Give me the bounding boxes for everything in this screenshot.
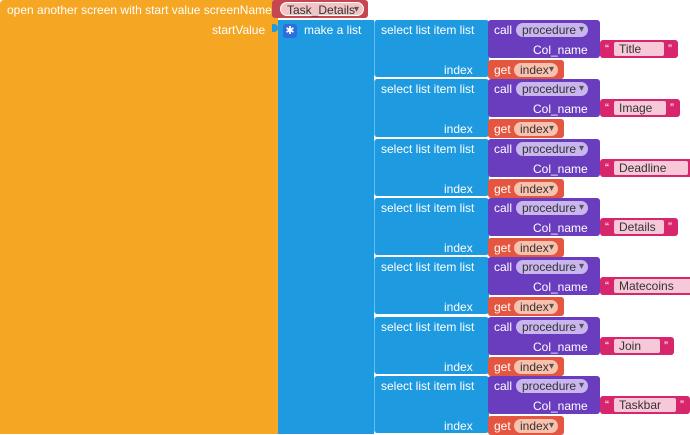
get-label: get [494, 418, 511, 433]
col-name-label: Col_name [533, 161, 588, 176]
call-label: call [494, 82, 513, 97]
quote-close: ” [664, 338, 668, 353]
procedure-dropdown[interactable]: procedure [516, 23, 588, 37]
procedure-dropdown[interactable]: procedure [516, 319, 588, 334]
column-name-value[interactable]: Deadline [614, 160, 688, 175]
col-name-label: Col_name [533, 43, 588, 57]
get-label: get [494, 181, 511, 196]
make-a-list-label: make a list [304, 23, 362, 37]
select-list-item-label: select list item list [381, 319, 475, 334]
column-name-value[interactable]: Image [614, 101, 666, 116]
index-label: index [444, 122, 473, 137]
select-list-item-block[interactable] [374, 375, 489, 434]
get-label: get [494, 240, 511, 255]
call-label: call [494, 23, 513, 37]
open-screen-label: open another screen with start value scr… [7, 3, 272, 17]
gear-icon[interactable]: ✱ [283, 24, 297, 38]
quote-open: “ [605, 101, 609, 116]
index-label: index [444, 359, 473, 374]
procedure-dropdown[interactable]: procedure [516, 82, 588, 97]
quote-close: ” [668, 42, 672, 56]
quote-open: “ [605, 338, 609, 353]
quote-close: ” [668, 219, 672, 234]
col-name-label: Col_name [533, 102, 588, 117]
quote-close: ” [680, 397, 684, 412]
procedure-dropdown[interactable]: procedure [516, 378, 588, 393]
index-variable-dropdown[interactable]: index [514, 63, 558, 77]
call-label: call [494, 319, 513, 334]
quote-open: “ [605, 397, 609, 412]
get-label: get [494, 122, 511, 137]
index-variable-dropdown[interactable]: index [514, 359, 558, 374]
procedure-dropdown[interactable]: procedure [516, 260, 588, 275]
col-name-label: Col_name [533, 280, 588, 295]
quote-open: “ [605, 279, 609, 294]
select-list-item-label: select list item list [381, 82, 475, 97]
select-list-item-block[interactable] [374, 257, 489, 315]
call-label: call [494, 141, 513, 156]
quote-open: “ [605, 42, 609, 56]
procedure-dropdown[interactable]: procedure [516, 141, 588, 156]
screen-name-dropdown[interactable]: Task_Details [280, 2, 364, 17]
select-list-item-block[interactable] [374, 79, 489, 137]
select-list-item-label: select list item list [381, 260, 475, 275]
start-value-label: startValue [212, 23, 266, 37]
index-variable-dropdown[interactable]: index [514, 181, 558, 196]
call-label: call [494, 378, 513, 393]
index-label: index [444, 300, 473, 315]
get-label: get [494, 63, 511, 77]
quote-close: ” [670, 101, 674, 116]
index-label: index [444, 240, 473, 255]
select-list-item-label: select list item list [381, 23, 475, 37]
col-name-label: Col_name [533, 220, 588, 235]
index-variable-dropdown[interactable]: index [514, 300, 558, 315]
quote-open: “ [605, 219, 609, 234]
column-name-value[interactable]: Title [614, 42, 664, 56]
procedure-dropdown[interactable]: procedure [516, 200, 588, 215]
select-list-item-label: select list item list [381, 200, 475, 215]
column-name-value[interactable]: Details [614, 219, 664, 234]
make-a-list-block[interactable] [278, 20, 374, 434]
index-variable-dropdown[interactable]: index [514, 418, 558, 433]
get-label: get [494, 359, 511, 374]
quote-open: “ [605, 160, 609, 175]
select-list-item-block[interactable] [374, 197, 489, 256]
get-label: get [494, 300, 511, 315]
make-a-list-connector [272, 24, 278, 32]
call-label: call [494, 200, 513, 215]
index-label: index [444, 63, 473, 77]
index-label: index [444, 418, 473, 433]
screen-name-value: Task_Details [287, 3, 356, 17]
col-name-label: Col_name [533, 339, 588, 354]
column-name-value[interactable]: Taskbar [614, 397, 676, 412]
call-label: call [494, 260, 513, 275]
index-label: index [444, 181, 473, 196]
open-another-screen-block[interactable] [0, 0, 278, 434]
select-list-item-block[interactable] [374, 20, 489, 78]
column-name-value[interactable]: Matecoins [614, 279, 690, 294]
select-list-item-block[interactable] [374, 138, 489, 196]
select-list-item-label: select list item list [381, 141, 475, 156]
index-variable-dropdown[interactable]: index [514, 240, 558, 255]
select-list-item-block[interactable] [374, 316, 489, 374]
index-variable-dropdown[interactable]: index [514, 122, 558, 137]
column-name-value[interactable]: Join [614, 338, 660, 353]
col-name-label: Col_name [533, 398, 588, 413]
select-list-item-label: select list item list [381, 378, 475, 393]
